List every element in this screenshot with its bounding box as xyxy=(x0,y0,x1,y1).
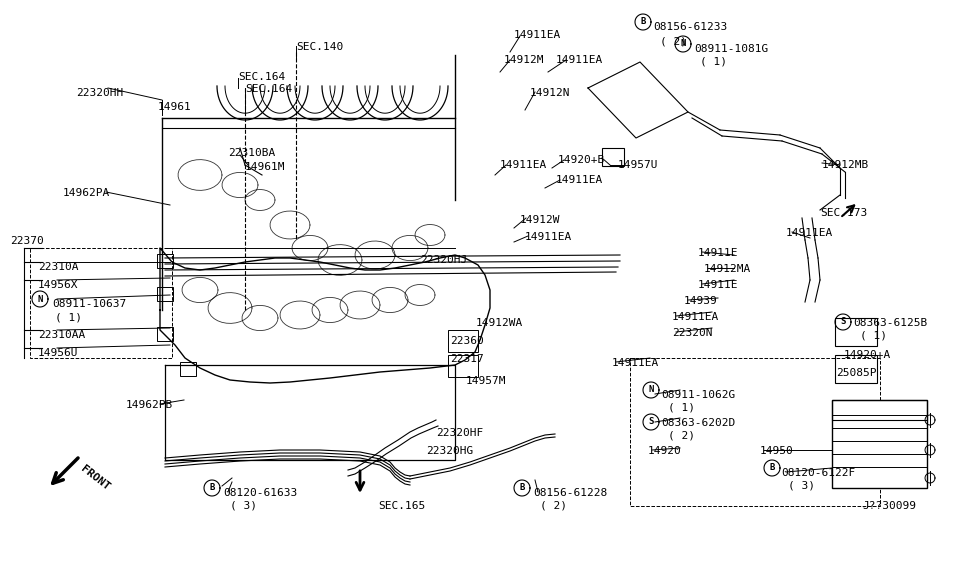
Text: ( 1): ( 1) xyxy=(668,403,695,413)
Text: 08156-61228: 08156-61228 xyxy=(533,488,607,498)
Bar xyxy=(832,400,927,420)
Text: J??30099: J??30099 xyxy=(862,501,916,511)
Text: 08156-61233: 08156-61233 xyxy=(653,22,727,32)
Text: B: B xyxy=(641,18,645,27)
Text: 22320HG: 22320HG xyxy=(426,446,473,456)
Text: 08363-6202D: 08363-6202D xyxy=(661,418,735,428)
Text: 22317: 22317 xyxy=(450,354,484,364)
Text: 08911-10637: 08911-10637 xyxy=(52,299,126,309)
Text: 14912MB: 14912MB xyxy=(822,160,870,170)
Text: 14911EA: 14911EA xyxy=(556,55,604,65)
Text: 14920: 14920 xyxy=(648,446,682,456)
Text: 22360: 22360 xyxy=(450,336,484,346)
Text: B: B xyxy=(520,483,525,492)
Text: 14957M: 14957M xyxy=(466,376,506,386)
Bar xyxy=(30,248,172,358)
Text: 22310A: 22310A xyxy=(38,262,79,272)
Bar xyxy=(602,148,624,166)
Text: 25085P: 25085P xyxy=(836,368,877,378)
Text: 22310AA: 22310AA xyxy=(38,330,85,340)
Text: 14939: 14939 xyxy=(684,296,718,306)
Text: 14911EA: 14911EA xyxy=(612,358,659,368)
Text: 22320HF: 22320HF xyxy=(436,428,484,438)
Text: SEC.164: SEC.164 xyxy=(238,72,286,82)
Text: 14911EA: 14911EA xyxy=(786,228,834,238)
Text: 22320N: 22320N xyxy=(672,328,713,338)
Text: FRONT: FRONT xyxy=(79,464,111,492)
Text: 08911-1081G: 08911-1081G xyxy=(694,44,768,54)
Text: 14956U: 14956U xyxy=(38,348,79,358)
Bar xyxy=(157,287,173,301)
Text: 22370: 22370 xyxy=(10,236,44,246)
Text: 14911E: 14911E xyxy=(698,248,738,258)
Text: S: S xyxy=(648,418,653,427)
Bar xyxy=(448,330,478,352)
Text: 22320HH: 22320HH xyxy=(76,88,123,98)
Text: N: N xyxy=(648,385,653,395)
Text: 14911EA: 14911EA xyxy=(525,232,572,242)
Text: N: N xyxy=(681,40,685,49)
Text: 14956X: 14956X xyxy=(38,280,79,290)
Text: 14950: 14950 xyxy=(760,446,794,456)
Bar xyxy=(835,318,877,346)
Text: ( 2): ( 2) xyxy=(540,501,567,511)
Text: 22310BA: 22310BA xyxy=(228,148,275,158)
Text: 08363-6125B: 08363-6125B xyxy=(853,318,927,328)
Text: 08120-61633: 08120-61633 xyxy=(223,488,297,498)
Text: 14911EA: 14911EA xyxy=(514,30,562,40)
Text: 14961M: 14961M xyxy=(245,162,286,172)
Text: 14920+B: 14920+B xyxy=(558,155,605,165)
Text: ( 3): ( 3) xyxy=(230,501,257,511)
Text: SEC.164: SEC.164 xyxy=(245,84,292,94)
Text: 14920+A: 14920+A xyxy=(844,350,891,360)
Text: S: S xyxy=(840,318,845,327)
Text: 08120-6122F: 08120-6122F xyxy=(781,468,855,478)
Text: ( 1): ( 1) xyxy=(700,57,727,67)
Text: 22320HJ: 22320HJ xyxy=(420,255,467,265)
Text: 14912M: 14912M xyxy=(504,55,544,65)
Text: ( 1): ( 1) xyxy=(860,331,887,341)
Bar xyxy=(630,358,880,506)
Text: ( 1): ( 1) xyxy=(55,312,82,322)
Text: 14957U: 14957U xyxy=(618,160,658,170)
Text: 14912WA: 14912WA xyxy=(476,318,524,328)
Bar xyxy=(180,362,196,376)
Text: B: B xyxy=(210,483,214,492)
Text: 14912W: 14912W xyxy=(520,215,561,225)
Text: 14962PA: 14962PA xyxy=(63,188,110,198)
Text: ( 3): ( 3) xyxy=(788,481,815,491)
Text: 14911EA: 14911EA xyxy=(556,175,604,185)
Text: N: N xyxy=(37,294,43,303)
Text: 14911E: 14911E xyxy=(698,280,738,290)
Text: 08911-1062G: 08911-1062G xyxy=(661,390,735,400)
Bar xyxy=(832,400,927,488)
Bar xyxy=(157,327,173,341)
Text: 14912N: 14912N xyxy=(530,88,570,98)
Bar xyxy=(157,254,173,268)
Bar xyxy=(835,355,877,383)
Text: 14911EA: 14911EA xyxy=(500,160,547,170)
Text: SEC.165: SEC.165 xyxy=(378,501,425,511)
Text: 14962PB: 14962PB xyxy=(126,400,174,410)
Text: 14961: 14961 xyxy=(158,102,192,112)
Text: SEC.140: SEC.140 xyxy=(296,42,343,52)
Text: B: B xyxy=(769,464,775,473)
Text: 14912MA: 14912MA xyxy=(704,264,752,274)
Text: ( 2): ( 2) xyxy=(668,431,695,441)
Text: ( 2): ( 2) xyxy=(660,36,687,46)
Bar xyxy=(448,355,478,377)
Text: SEC.173: SEC.173 xyxy=(820,208,867,218)
Text: 14911EA: 14911EA xyxy=(672,312,720,322)
